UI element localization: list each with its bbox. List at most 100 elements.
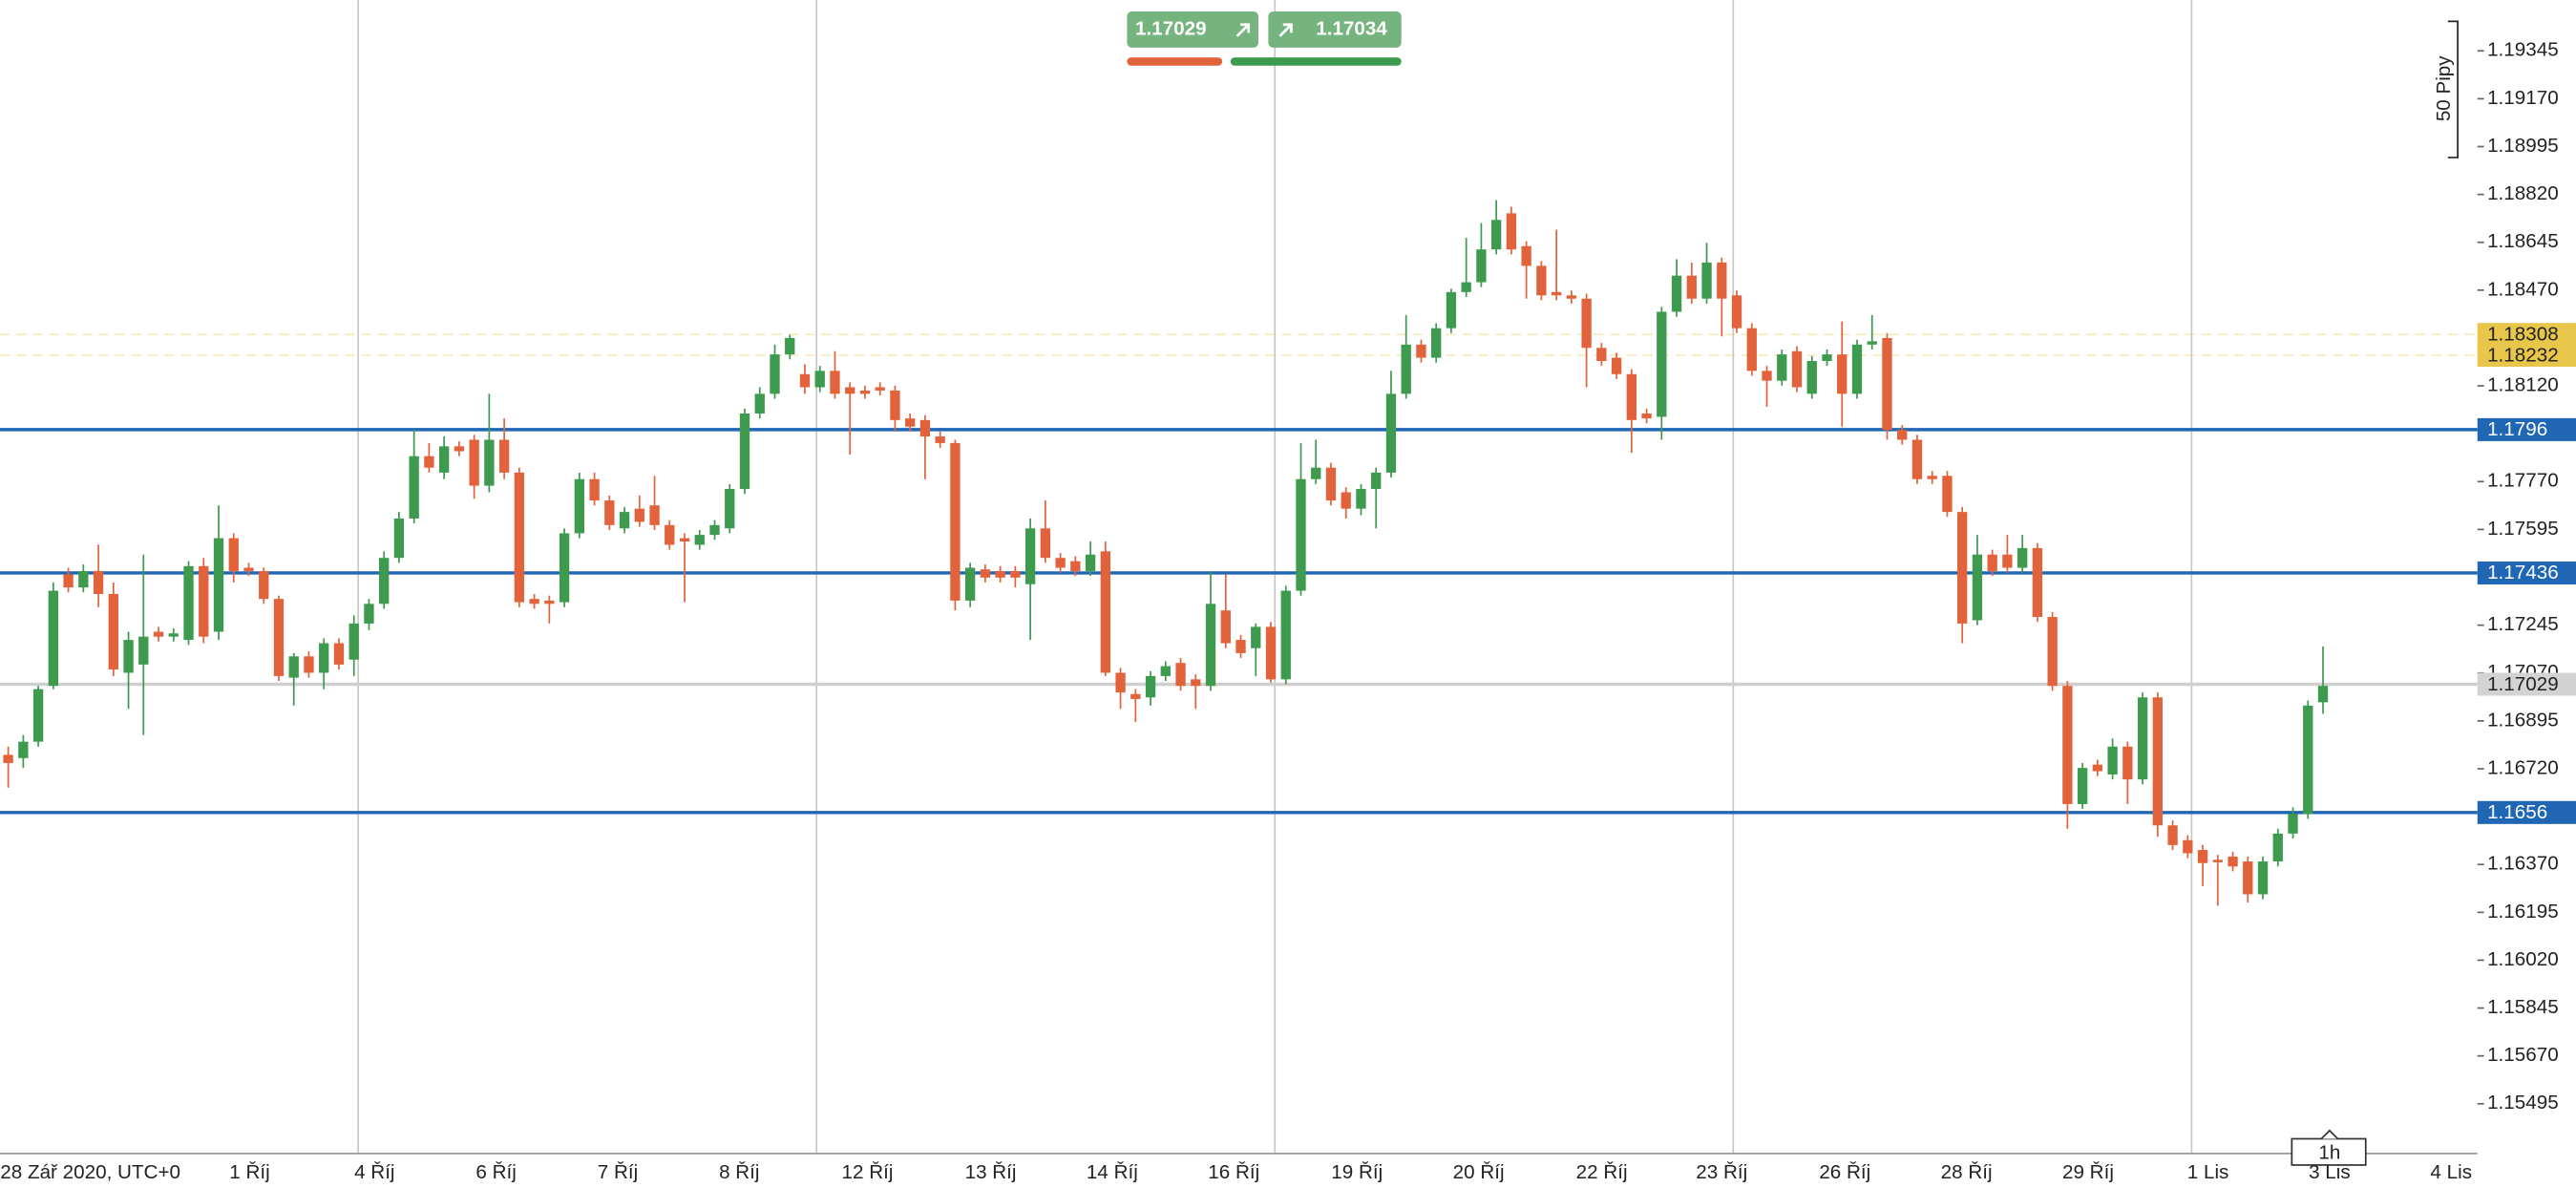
candle-body xyxy=(1130,693,1141,699)
candle-body xyxy=(333,643,345,665)
candle-body xyxy=(1115,672,1126,693)
candle-body xyxy=(830,371,840,394)
candle-body xyxy=(1431,328,1442,358)
candle-body xyxy=(1746,328,1757,371)
candle-body xyxy=(1490,220,1502,250)
candle-body xyxy=(1040,528,1051,559)
timeframe-selector[interactable]: 1h xyxy=(2291,1129,2367,1166)
x-tick-label: 20 Říj xyxy=(1453,1161,1505,1183)
candle-body xyxy=(1641,413,1652,419)
candle-body xyxy=(108,594,118,670)
candle-body xyxy=(1837,354,1848,394)
candle-body xyxy=(2122,746,2133,780)
candle-body xyxy=(1806,361,1817,394)
candle-body xyxy=(2032,547,2043,618)
candle-body xyxy=(1401,344,1411,394)
candle-body xyxy=(1205,604,1216,687)
candle-body xyxy=(905,418,916,427)
candle-body xyxy=(859,390,871,394)
candle-body xyxy=(1867,341,1877,345)
candle-body xyxy=(409,456,419,519)
candle-body xyxy=(1911,439,1923,479)
candle-body xyxy=(2062,686,2073,804)
candle-body xyxy=(2152,697,2164,826)
current-price-label: 1.17029 xyxy=(2487,673,2559,695)
y-tick-label: 1.19170 xyxy=(2487,87,2559,109)
timeframe-box[interactable] xyxy=(2291,1137,2367,1166)
sell-price: 1.17029 xyxy=(1135,17,1207,39)
candle-body xyxy=(1626,373,1637,420)
candle-body xyxy=(845,387,855,394)
candle-body xyxy=(679,538,690,542)
candle-body xyxy=(498,439,510,473)
buy-ratio-bar xyxy=(1230,57,1402,66)
candle-body xyxy=(694,535,705,545)
candle-body xyxy=(213,538,224,632)
x-tick-label: 7 Říj xyxy=(598,1161,638,1183)
x-tick-label: 8 Říj xyxy=(719,1161,759,1183)
candle-body xyxy=(48,590,58,687)
timeframe-label: 1h xyxy=(2318,1141,2340,1163)
y-tick-label: 1.16370 xyxy=(2487,853,2559,875)
candle-body xyxy=(393,518,405,559)
highlight-box xyxy=(2477,323,2576,347)
candle-body xyxy=(1671,275,1682,312)
candle-body xyxy=(123,640,134,673)
pip-scale-bracket xyxy=(2447,20,2459,159)
candle-body xyxy=(2183,839,2193,854)
candle-body xyxy=(1596,348,1607,362)
candle-body xyxy=(1385,393,1397,473)
candle-body xyxy=(273,599,285,676)
candle-body xyxy=(649,505,660,525)
candle-body xyxy=(2016,547,2028,568)
x-tick-label: 12 Říj xyxy=(842,1161,894,1183)
candle-body xyxy=(78,570,89,588)
sell-button[interactable] xyxy=(1127,11,1259,48)
candle-body xyxy=(1371,472,1382,490)
candle-body xyxy=(2107,746,2118,775)
buy-price: 1.17034 xyxy=(1316,17,1387,39)
candle-body xyxy=(2047,617,2058,687)
candle-body xyxy=(93,570,104,594)
candle-body xyxy=(364,604,374,624)
x-tick-label: 16 Říj xyxy=(1208,1161,1259,1183)
candle-body xyxy=(304,656,314,673)
candle-body xyxy=(1280,590,1291,680)
candle-body xyxy=(1024,528,1036,584)
candle-body xyxy=(529,599,539,605)
candle-body xyxy=(739,413,750,490)
x-tick-label: 23 Říj xyxy=(1696,1161,1747,1183)
x-tick-label: 13 Říj xyxy=(965,1161,1017,1183)
x-tick-label: 1 Říj xyxy=(229,1161,269,1183)
candle-body xyxy=(319,643,329,673)
candle-body xyxy=(2272,833,2283,862)
trade-widget[interactable]: 1.17029 1.17034 xyxy=(1127,11,1402,66)
candle-body xyxy=(1897,430,1908,440)
level-box xyxy=(2477,561,2576,584)
candle-body xyxy=(754,393,765,414)
candle-body xyxy=(919,419,931,437)
candle-body xyxy=(2077,768,2088,804)
candle-body xyxy=(1085,554,1096,571)
y-tick-label: 1.16720 xyxy=(2487,756,2559,778)
candle-body xyxy=(1311,467,1321,479)
candle-body xyxy=(1296,478,1306,591)
highlight-label: 1.18232 xyxy=(2487,344,2559,366)
candle-body xyxy=(1731,295,1742,329)
candle-body xyxy=(1762,371,1772,381)
candle-body xyxy=(348,623,359,660)
candle-body xyxy=(259,570,269,600)
candle-body xyxy=(1446,291,1457,329)
level-label: 1.17436 xyxy=(2487,562,2559,583)
candle-body xyxy=(890,390,900,420)
highlight-box xyxy=(2477,343,2576,368)
buy-button[interactable] xyxy=(1268,11,1402,48)
y-tick-label: 1.17595 xyxy=(2487,518,2559,540)
candle-body xyxy=(1717,262,1727,299)
candle-body xyxy=(799,373,811,388)
candle-body xyxy=(2317,686,2329,703)
candle-body xyxy=(1822,354,1832,362)
candle-body xyxy=(1566,295,1577,299)
